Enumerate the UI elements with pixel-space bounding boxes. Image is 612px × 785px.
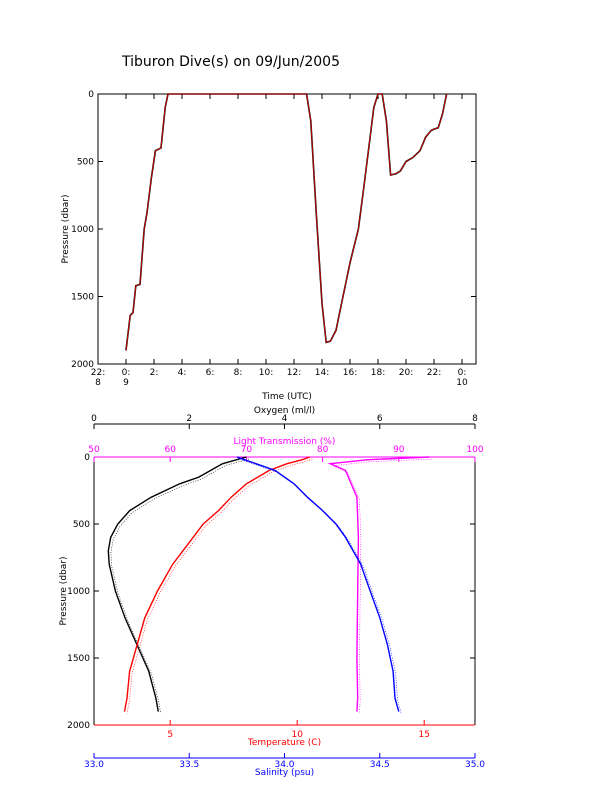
- top-y-tick-label: 0: [88, 90, 94, 100]
- top-x-tick-sublabel: 10: [456, 378, 468, 388]
- top-y-axis-label: Pressure (dbar): [61, 195, 71, 264]
- oxygen-profile-repeat: [110, 458, 249, 714]
- light-transmission-tick-label: 80: [317, 445, 329, 455]
- bottom-y-tick-label: 500: [73, 520, 90, 530]
- salinity-tick-label: 33.0: [84, 760, 104, 770]
- top-y-tick-label: 1500: [71, 293, 94, 303]
- salinity-tick-label: 33.5: [179, 760, 199, 770]
- top-x-tick-label: 16:: [343, 368, 357, 378]
- salinity-tick-label: 34.0: [274, 760, 294, 770]
- temperature-profile-repeat: [126, 458, 313, 714]
- bottom-y-tick-label: 0: [84, 453, 90, 463]
- oxygen-tick-label: 0: [91, 414, 97, 424]
- temperature-tick-label: 10: [291, 730, 303, 740]
- oxygen-tick-label: 2: [186, 414, 192, 424]
- temperature-axis-label: Temperature (C): [247, 738, 321, 748]
- bottom-y-tick-label: 1000: [67, 587, 90, 597]
- depth-trace-overlay: [125, 93, 447, 351]
- light-transmission-tick-label: 70: [241, 445, 253, 455]
- salinity-tick-label: 35.0: [465, 760, 485, 770]
- top-x-tick-label: 12:: [287, 368, 301, 378]
- salinity-profile-repeat: [239, 458, 402, 714]
- top-x-tick-label: 0:: [458, 368, 467, 378]
- top-plot-frame: [97, 93, 477, 365]
- depth-trace: [125, 93, 448, 351]
- light-transmission-profile-repeat: [331, 458, 432, 714]
- top-y-tick-label: 1000: [71, 225, 94, 235]
- light-transmission-axis-label: Light Transmission (%): [234, 437, 336, 447]
- salinity-axis-label: Salinity (psu): [255, 768, 314, 778]
- top-x-axis-label: Time (UTC): [261, 392, 312, 402]
- top-x-tick-label: 6:: [206, 368, 215, 378]
- top-x-tick-label: 8:: [234, 368, 243, 378]
- top-x-tick-label: 22:: [427, 368, 441, 378]
- oxygen-tick-label: 8: [472, 414, 478, 424]
- light-transmission-tick-label: 60: [164, 445, 176, 455]
- oxygen-profile: [107, 456, 247, 712]
- bottom-chart: 0 500 1000 1500 2000 Pressure (dbar) 0 2 4 6 8 Oxyg…: [59, 406, 485, 778]
- light-transmission-tick-label: 90: [393, 445, 405, 455]
- top-x-tick-sublabel: 8: [95, 378, 101, 388]
- salinity-tick-label: 34.5: [370, 760, 390, 770]
- top-x-tick-label: 22:: [91, 368, 105, 378]
- oxygen-tick-label: 4: [282, 414, 288, 424]
- top-x-tick-label: 2:: [150, 368, 159, 378]
- top-x-tick-label: 0:: [122, 368, 131, 378]
- light-transmission-tick-label: 50: [88, 445, 100, 455]
- temperature-tick-label: 15: [418, 730, 429, 740]
- top-x-tick-sublabel: 9: [123, 378, 129, 388]
- oxygen-tick-label: 6: [377, 414, 383, 424]
- light-transmission-profile: [327, 456, 430, 712]
- bottom-y-tick-label: 1500: [67, 654, 90, 664]
- salinity-profile: [236, 456, 400, 712]
- top-x-tick-label: 10:: [259, 368, 273, 378]
- top-x-tick-label: 20:: [399, 368, 413, 378]
- top-x-tick-label: 4:: [178, 368, 187, 378]
- temperature-profile: [123, 456, 311, 712]
- bottom-y-axis-label: Pressure (dbar): [59, 557, 69, 626]
- light-transmission-tick-label: 100: [466, 445, 483, 455]
- top-y-tick-label: 500: [77, 158, 94, 168]
- top-y-tick-label: 2000: [71, 360, 94, 370]
- temperature-tick-label: 5: [167, 730, 173, 740]
- figure-title: Tiburon Dive(s) on 09/Jun/2005: [121, 54, 340, 70]
- bottom-y-tick-label: 2000: [67, 721, 90, 731]
- oxygen-axis-label: Oxygen (ml/l): [254, 406, 315, 416]
- top-x-tick-label: 14:: [315, 368, 329, 378]
- top-x-tick-label: 18:: [371, 368, 385, 378]
